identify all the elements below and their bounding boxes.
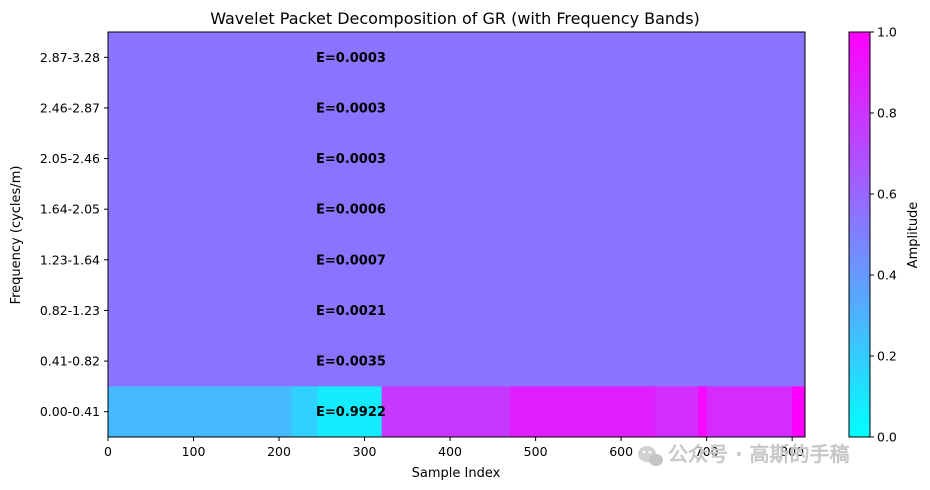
heatmap-band-7 <box>108 32 805 84</box>
y-tick-label: 1.64-2.05 <box>40 202 100 217</box>
heatmap-area <box>108 32 806 437</box>
colorbar-tick-label: 0.4 <box>877 268 897 283</box>
watermark-text: 公众号 · 高斯的手稿 <box>668 442 850 466</box>
colorbar-tick-label: 0.0 <box>877 430 897 445</box>
colorbar-tick-label: 0.8 <box>877 106 897 121</box>
x-axis-ticks: 0 100 200 300 400 500 600 700 800 <box>104 437 804 459</box>
heatmap-cell-band0-8 <box>792 386 806 437</box>
x-tick-label: 800 <box>780 444 804 459</box>
y-tick-label: 2.87-3.28 <box>40 50 100 65</box>
x-tick-label: 700 <box>695 444 719 459</box>
heatmap-band-3 <box>108 234 805 286</box>
y-axis-ticks: 0.00-0.41 0.41-0.82 0.82-1.23 1.23-1.64 1.64… <box>40 50 108 419</box>
heatmap-cell-band0-1 <box>291 386 318 437</box>
y-tick-label: 0.00-0.41 <box>40 404 100 419</box>
y-tick-label: 2.46-2.87 <box>40 100 100 115</box>
chart-title: Wavelet Packet Decomposition of GR (with… <box>210 9 700 28</box>
y-tick-label: 0.82-1.23 <box>40 303 100 318</box>
plot-frame <box>107 31 806 438</box>
colorbar-ticks: 0.0 0.2 0.4 0.6 0.8 1.0 <box>870 25 897 445</box>
y-tick-label: 1.23-1.64 <box>40 252 100 267</box>
heatmap-cell-band0-7 <box>706 386 793 437</box>
x-tick-label: 200 <box>267 444 291 459</box>
colorbar-tick-label: 0.2 <box>877 349 897 364</box>
colorbar-tick-label: 1.0 <box>877 25 897 40</box>
y-tick-label: 0.41-0.82 <box>40 354 100 369</box>
heatmap-band-2 <box>108 285 805 337</box>
energy-label-band-2: E=0.0021 <box>316 304 386 319</box>
energy-label-band-7: E=0.0003 <box>316 51 386 66</box>
colorbar-label: Amplitude <box>906 202 921 269</box>
heatmap-cell-band0-5 <box>655 386 699 437</box>
x-tick-label: 500 <box>524 444 548 459</box>
heatmap-cell-band0-6 <box>698 386 708 437</box>
x-axis-label: Sample Index <box>412 466 501 481</box>
heatmap-band-1 <box>108 335 805 387</box>
heatmap-band-5 <box>108 133 805 185</box>
x-tick-label: 300 <box>353 444 377 459</box>
y-tick-label: 2.05-2.46 <box>40 151 100 166</box>
heatmap-cell-band0-0 <box>108 386 293 437</box>
heatmap-cell-band0-4 <box>509 386 656 437</box>
x-tick-label: 100 <box>182 444 206 459</box>
colorbar <box>848 31 871 438</box>
watermark: 公众号 · 高斯的手稿 <box>638 442 850 466</box>
energy-label-band-4: E=0.0006 <box>316 203 386 218</box>
heatmap-band-4 <box>108 183 805 235</box>
x-tick-label: 0 <box>104 444 112 459</box>
colorbar-tick-label: 0.6 <box>877 187 897 202</box>
heatmap-cell-band0-3 <box>381 386 511 437</box>
energy-annotations: E=0.9922 E=0.0035 E=0.0021 E=0.0007 E=0.0006… <box>316 51 386 420</box>
x-tick-label: 400 <box>438 444 462 459</box>
energy-label-band-5: E=0.0003 <box>316 152 386 167</box>
x-tick-label: 600 <box>609 444 633 459</box>
wechat-icon <box>638 446 663 466</box>
y-axis-label: Frequency (cycles/m) <box>9 166 24 305</box>
energy-label-band-0: E=0.9922 <box>316 405 386 420</box>
energy-label-band-6: E=0.0003 <box>316 101 386 116</box>
energy-label-band-3: E=0.0007 <box>316 253 386 268</box>
energy-label-band-1: E=0.0035 <box>316 355 386 370</box>
heatmap-cell-band0-2 <box>317 386 383 437</box>
heatmap-band-6 <box>108 82 805 134</box>
